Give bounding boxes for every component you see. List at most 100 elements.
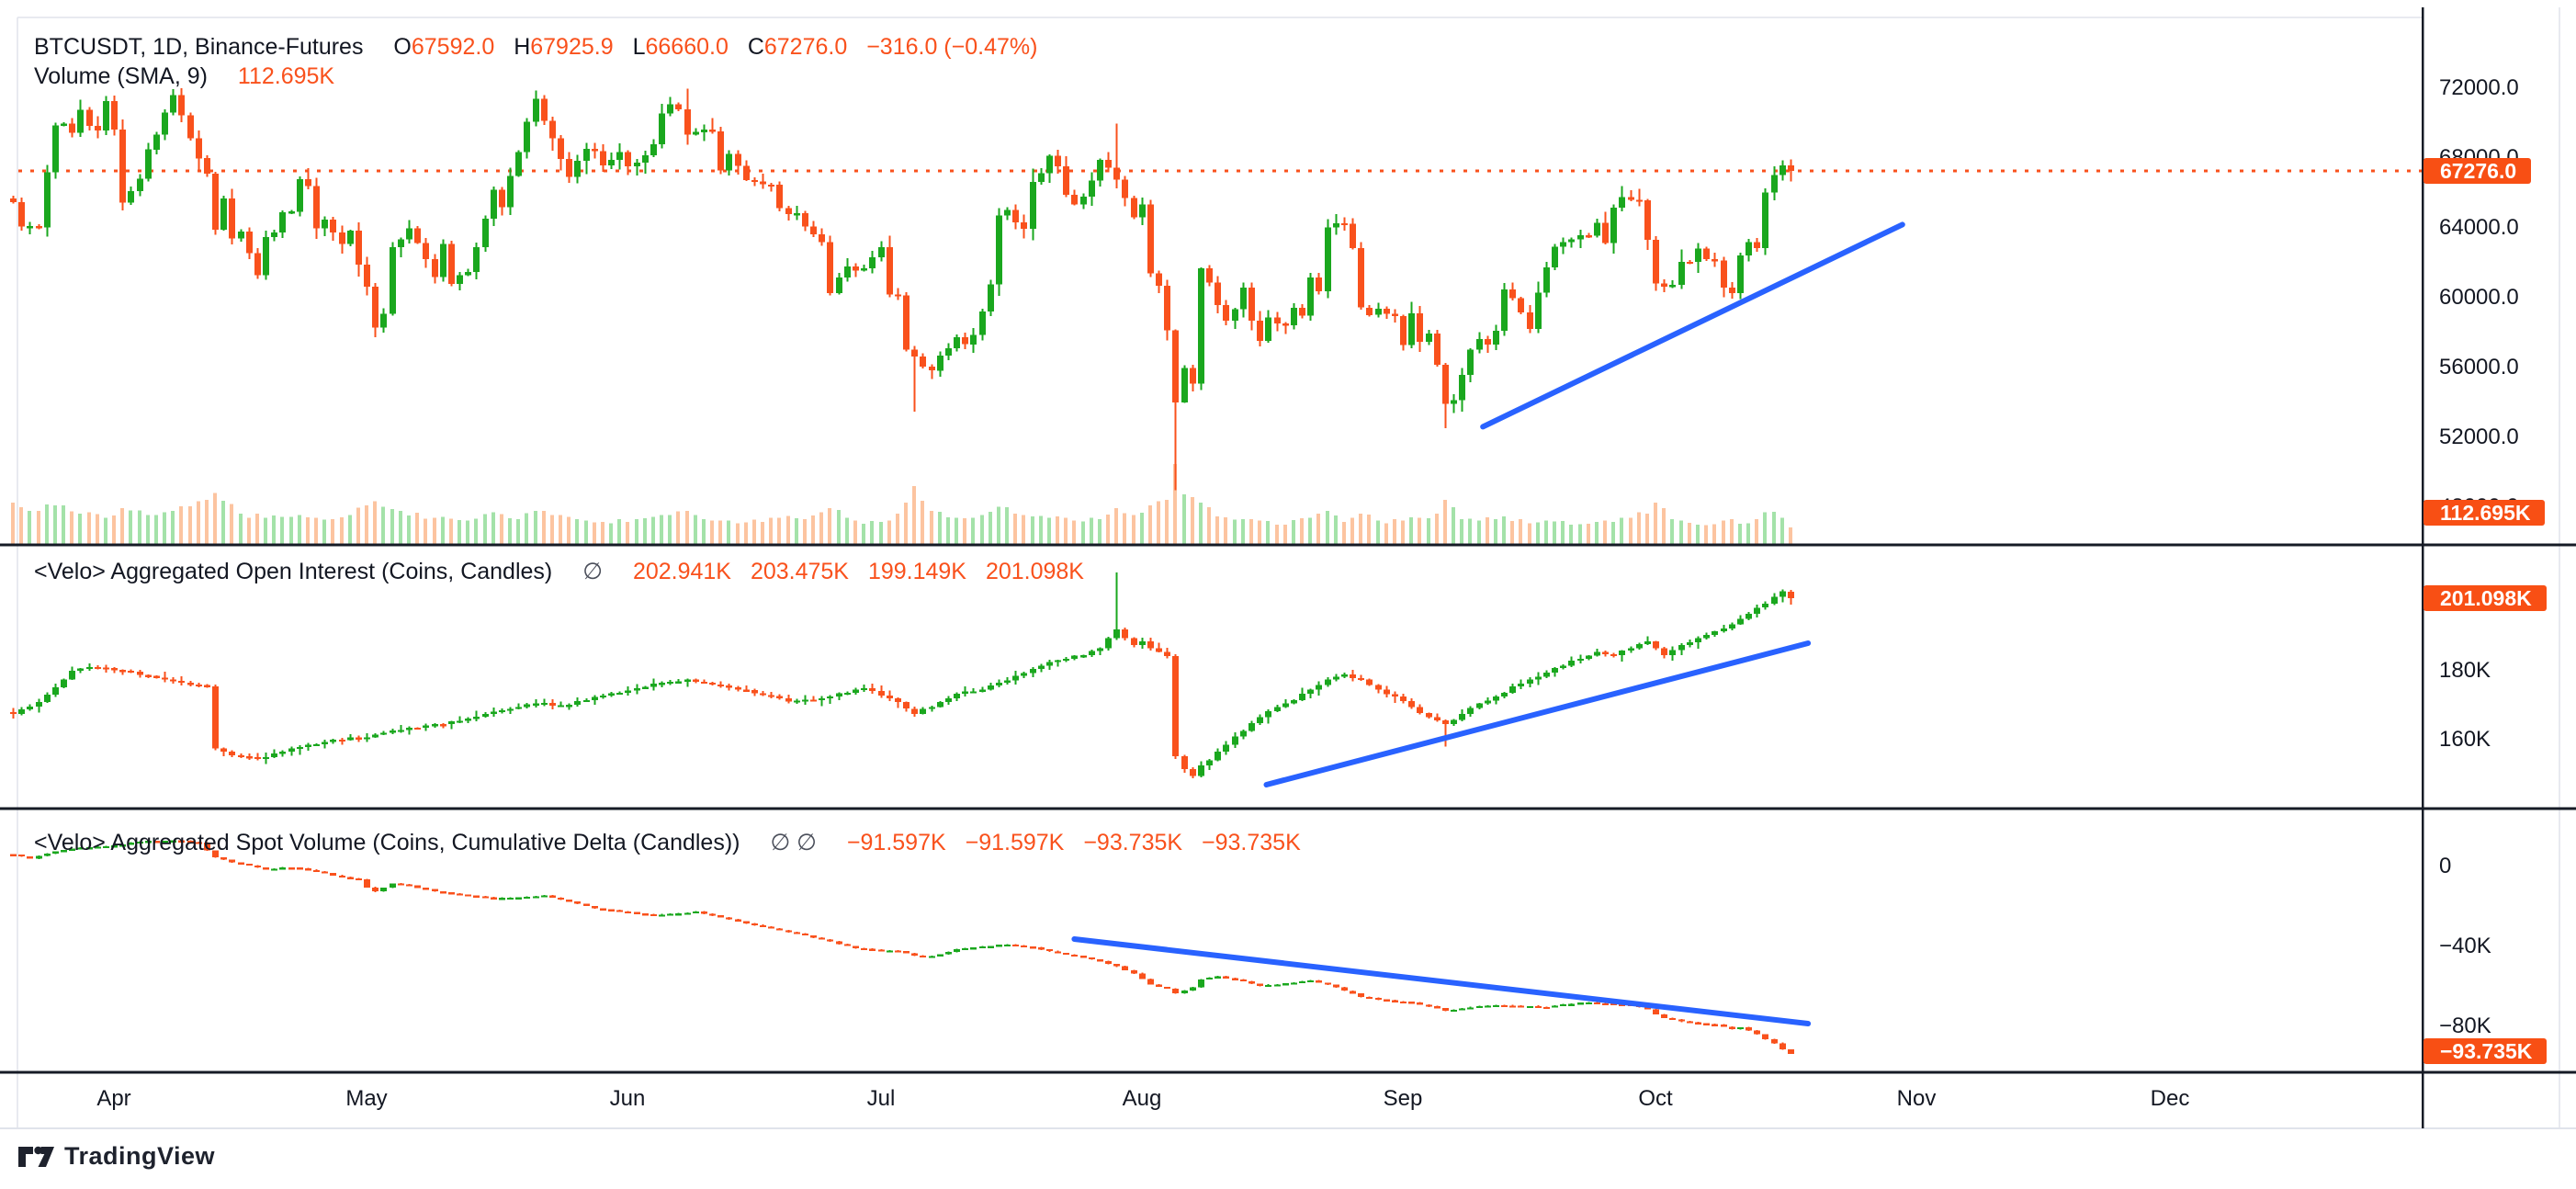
price-candle-body — [390, 247, 396, 314]
volume-bar — [938, 512, 942, 544]
price-candle-body — [1038, 173, 1045, 182]
oi-candle-body — [1586, 655, 1592, 659]
price-candle-body — [945, 347, 952, 357]
volume-bar — [213, 493, 217, 544]
price-candle-body — [440, 243, 446, 277]
oi-candle-body — [861, 687, 867, 690]
cvd-candle-body — [1687, 1021, 1693, 1024]
oi-candle-body — [1560, 665, 1566, 668]
price-candle-body — [1248, 287, 1255, 321]
volume-bar — [921, 500, 924, 544]
oi-candle-body — [254, 756, 261, 760]
trendline-oi-support[interactable] — [1263, 640, 1812, 787]
price-candle-body — [1695, 248, 1701, 263]
cvd-candle-body — [44, 854, 51, 856]
cvd-candle-body — [760, 924, 766, 927]
volume-study-title[interactable]: Volume (SMA, 9) — [34, 63, 208, 89]
price-candle-body — [448, 243, 455, 285]
tradingview-attribution[interactable]: TradingView — [18, 1142, 215, 1171]
cvd-candle-body — [1080, 956, 1087, 958]
volume-bar — [1510, 521, 1514, 544]
price-candle-body — [86, 109, 93, 127]
oi-candle-body — [1198, 765, 1204, 776]
oi-candle-body — [1089, 651, 1095, 656]
legend-volume[interactable]: Volume (SMA, 9) 112.695K — [34, 62, 334, 90]
oi-candle-body — [1156, 648, 1162, 652]
volume-bar — [1443, 500, 1447, 544]
oi-candle-body — [684, 679, 691, 682]
oi-candle-body — [1105, 638, 1112, 649]
oi-candle-body — [77, 668, 84, 671]
cvd-close-value: −93.735K — [1202, 830, 1301, 855]
price-candle-body — [1375, 308, 1382, 315]
oi-candle-body — [735, 687, 741, 690]
price-candle-body — [406, 228, 412, 240]
cvd-candle-body — [473, 895, 480, 898]
cvd-candle-body — [1560, 1004, 1566, 1007]
cvd-candle-body — [945, 952, 952, 955]
time-scale-label: Nov — [1896, 1086, 1937, 1111]
price-candle-body — [330, 219, 336, 233]
oi-candle-body — [1788, 591, 1794, 598]
volume-bar — [1654, 503, 1657, 544]
oi-candle-body — [406, 727, 412, 730]
price-candle-body — [1131, 198, 1137, 218]
price-candle-body — [279, 212, 286, 233]
cvd-candle-body — [1299, 981, 1305, 984]
volume-bar — [1645, 514, 1649, 544]
oi-candle-body — [1653, 641, 1659, 649]
oi-study-title[interactable]: <Velo> Aggregated Open Interest (Coins, … — [34, 559, 553, 584]
price-candle-body — [305, 179, 311, 187]
cvd-candle-body — [390, 883, 396, 889]
volume-bar — [1712, 524, 1716, 544]
volume-bar — [1494, 519, 1497, 544]
cvd-candle-body — [1012, 944, 1019, 946]
cvd-candle-body — [970, 947, 977, 950]
trendline-price-support[interactable] — [1480, 221, 1905, 430]
price-candle-body — [482, 219, 489, 248]
volume-bar — [1056, 516, 1059, 544]
price-candle-body — [634, 162, 640, 166]
price-candle-body — [768, 184, 774, 187]
oi-candle-body — [1190, 768, 1196, 776]
price-candle-body — [432, 259, 438, 277]
price-candle-body — [1687, 261, 1693, 264]
cvd-candle-body — [844, 944, 851, 946]
legend-spot-cvd[interactable]: <Velo> Aggregated Spot Volume (Coins, Cu… — [34, 829, 1301, 856]
volume-bar — [1620, 517, 1623, 544]
price-candle-body — [18, 201, 25, 227]
symbol-title[interactable]: BTCUSDT, 1D, Binance-Futures — [34, 34, 364, 60]
time-scale-label: Jul — [866, 1086, 896, 1111]
trendline-cvd-resistance[interactable] — [1071, 936, 1812, 1026]
volume-bar — [1611, 522, 1615, 544]
legend-open-interest[interactable]: <Velo> Aggregated Open Interest (Coins, … — [34, 558, 1084, 585]
volume-bar — [1215, 516, 1219, 544]
price-scale-label: 64000.0 — [2439, 215, 2519, 241]
price-candle-body — [473, 247, 480, 272]
volume-bar — [980, 515, 984, 544]
legend-price[interactable]: BTCUSDT, 1D, Binance-Futures O67592.0 H6… — [34, 33, 1037, 61]
oi-candle-body — [1097, 648, 1103, 651]
cvd-candle-body — [220, 857, 227, 860]
volume-bar — [415, 512, 419, 544]
cvd-candle-body — [170, 840, 176, 843]
tradingview-logo-text: TradingView — [64, 1142, 216, 1170]
oi-candle-body — [86, 667, 93, 670]
volume-bar — [1780, 517, 1784, 544]
volume-bar — [930, 511, 933, 544]
volume-bar — [1772, 512, 1776, 544]
cvd-candle-body — [111, 845, 118, 848]
volume-bar — [1536, 522, 1540, 544]
oi-candle-body — [297, 746, 303, 749]
oi-candle-body — [794, 700, 800, 703]
price-candle-body — [1333, 222, 1339, 228]
cvd-candle-body — [1392, 1000, 1398, 1002]
volume-bar — [870, 520, 874, 544]
volume-bar — [584, 520, 588, 544]
cvd-candle-body — [524, 896, 530, 900]
volume-bar — [1072, 520, 1076, 544]
price-candle-body — [844, 266, 851, 278]
cvd-study-title[interactable]: <Velo> Aggregated Spot Volume (Coins, Cu… — [34, 830, 740, 855]
price-candle-body — [297, 179, 303, 212]
